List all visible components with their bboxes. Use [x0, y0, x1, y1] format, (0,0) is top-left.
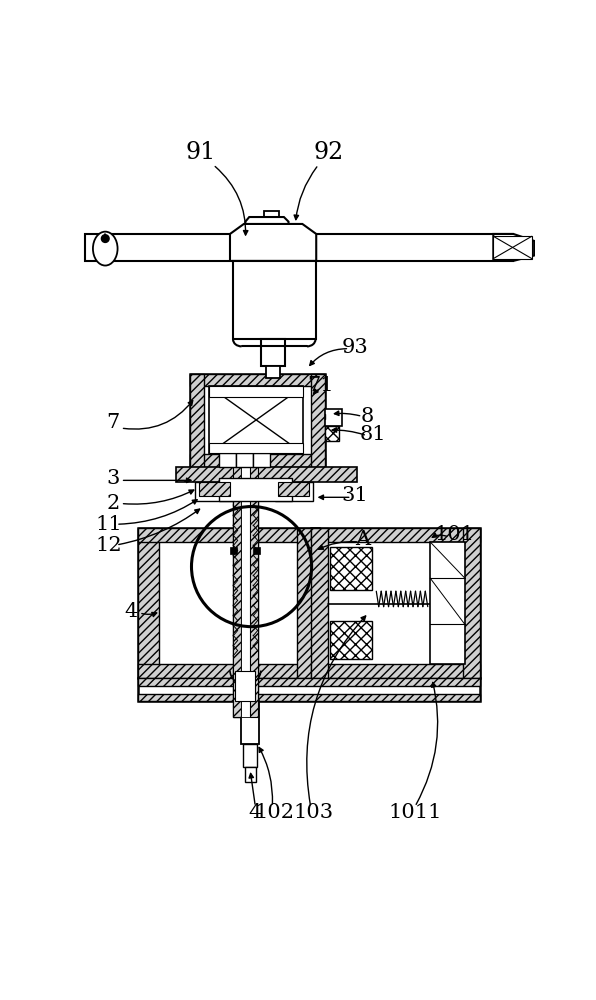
Bar [138, 528, 318, 542]
Text: 71: 71 [308, 376, 334, 395]
Bar [209, 386, 303, 453]
Bar [138, 528, 159, 678]
Bar [266, 366, 280, 378]
Polygon shape [246, 217, 288, 234]
Bar [311, 528, 480, 542]
Text: 31: 31 [342, 486, 368, 505]
Bar [325, 409, 342, 426]
Bar [233, 386, 257, 717]
Ellipse shape [93, 232, 117, 266]
Bar [190, 374, 325, 386]
Text: 1011: 1011 [388, 804, 442, 822]
Bar [311, 374, 325, 466]
Text: 2: 2 [106, 494, 120, 513]
Text: 102: 102 [254, 804, 294, 822]
Bar [253, 547, 260, 554]
Bar [235, 671, 256, 701]
Bar [241, 386, 250, 717]
Text: 12: 12 [95, 536, 122, 555]
Bar [138, 678, 480, 701]
Bar [430, 542, 465, 664]
Bar [138, 694, 480, 701]
Bar [138, 664, 318, 678]
Text: 81: 81 [359, 425, 386, 444]
Bar [278, 482, 309, 496]
Bar [493, 236, 532, 259]
Bar [85, 234, 231, 261]
Bar [246, 767, 256, 782]
Bar [250, 386, 257, 717]
Polygon shape [230, 224, 316, 261]
Bar [138, 528, 318, 678]
Text: 103: 103 [293, 804, 333, 822]
Bar [236, 453, 253, 466]
Bar [243, 744, 257, 767]
Text: 93: 93 [342, 338, 368, 357]
Bar [190, 374, 204, 466]
Bar [261, 339, 285, 366]
Circle shape [101, 235, 109, 242]
Text: A: A [355, 530, 370, 549]
Text: 101: 101 [434, 525, 475, 544]
Bar [195, 482, 234, 501]
Text: 91: 91 [185, 141, 216, 164]
Bar [325, 426, 339, 441]
Bar [330, 547, 372, 590]
Bar [209, 443, 303, 453]
Bar [315, 234, 513, 261]
Bar [230, 547, 237, 554]
Bar [219, 478, 293, 501]
Bar [176, 466, 357, 482]
Bar [241, 701, 259, 744]
Bar [311, 528, 480, 678]
Bar [264, 211, 280, 222]
Bar [311, 528, 328, 678]
Bar [209, 386, 303, 397]
Polygon shape [233, 261, 316, 339]
Text: 11: 11 [95, 515, 122, 534]
Bar [311, 664, 480, 678]
Bar [275, 482, 313, 501]
Text: 92: 92 [313, 141, 344, 164]
Text: 4: 4 [249, 804, 262, 822]
Bar [330, 620, 372, 659]
Bar [233, 386, 241, 717]
Bar [219, 453, 236, 466]
Bar [297, 528, 318, 678]
Text: 3: 3 [106, 469, 120, 488]
Text: 7: 7 [106, 413, 120, 432]
Bar [253, 453, 270, 466]
Polygon shape [493, 234, 534, 261]
Bar [190, 454, 325, 466]
Bar [463, 528, 480, 678]
Text: 8: 8 [361, 407, 374, 426]
Bar [190, 374, 325, 466]
Text: 4: 4 [125, 602, 138, 621]
Bar [199, 482, 230, 496]
Bar [138, 678, 480, 686]
